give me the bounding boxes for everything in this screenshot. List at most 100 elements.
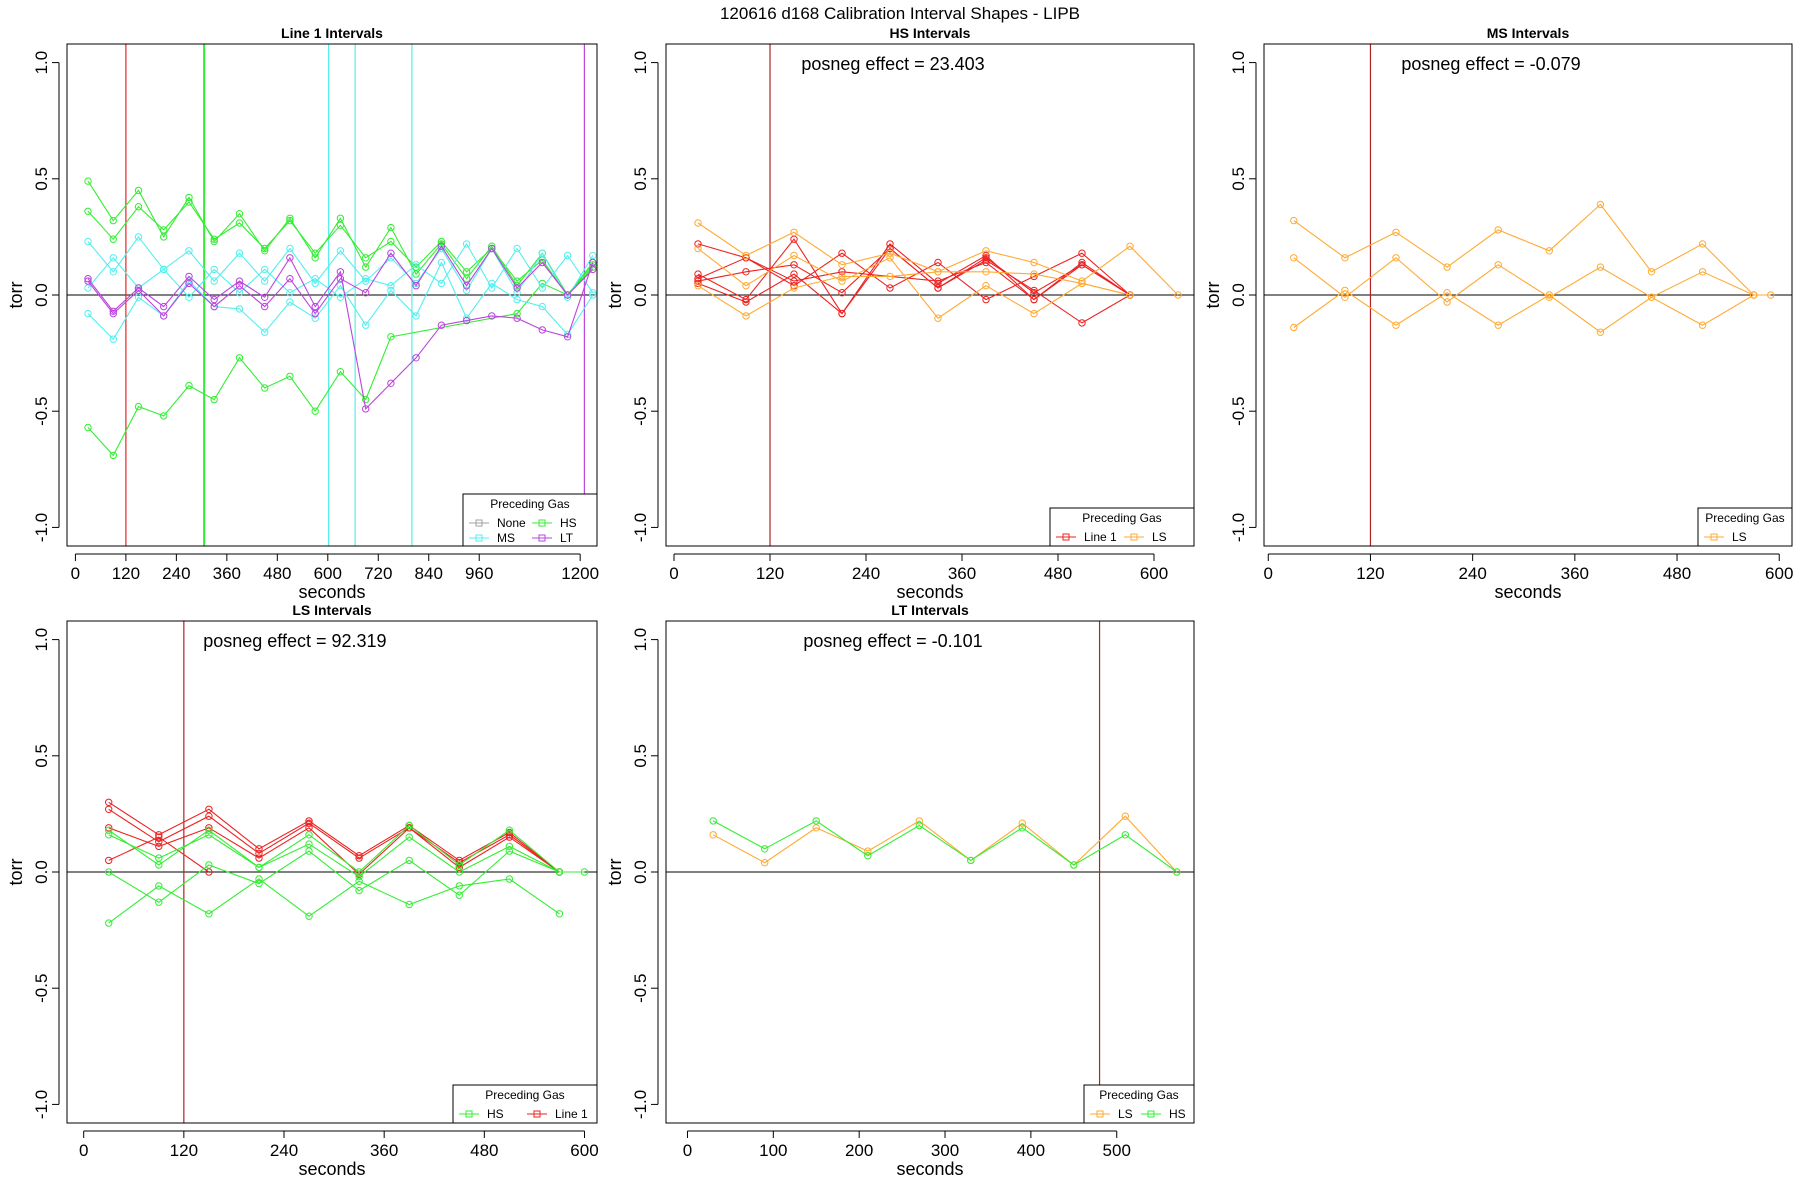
data-point	[513, 284, 521, 292]
data-point	[694, 270, 702, 278]
data-point	[462, 268, 471, 276]
data-point	[155, 831, 163, 839]
data-point	[261, 384, 269, 392]
y-tick-label: 0.5	[32, 744, 51, 768]
data-point	[1030, 309, 1038, 318]
plot-area	[67, 621, 597, 1123]
y-tick-label: 0.5	[631, 167, 650, 191]
figure-title: 120616 d168 Calibration Interval Shapes …	[720, 4, 1080, 23]
data-point	[1070, 861, 1078, 869]
data-point	[1443, 298, 1451, 306]
data-point	[160, 312, 168, 320]
x-tick-label: 600	[570, 1141, 598, 1160]
data-point	[538, 326, 546, 334]
x-tick-label: 360	[948, 564, 976, 583]
series-line-hs	[108, 824, 585, 873]
x-tick-label: 720	[364, 564, 392, 583]
data-point	[255, 854, 263, 862]
data-point	[1341, 254, 1349, 262]
series-line-ls	[1293, 203, 1755, 296]
legend-swatch-marker	[1147, 1110, 1155, 1118]
y-tick-label: 0.0	[1229, 283, 1248, 307]
panel-title: Line 1 Intervals	[281, 25, 383, 41]
data-point	[563, 251, 572, 260]
data-point	[513, 309, 521, 318]
x-tick-label: 240	[852, 564, 880, 583]
data-point	[84, 177, 92, 185]
data-point	[982, 295, 990, 304]
data-point	[311, 302, 319, 311]
data-point	[155, 838, 163, 846]
data-point	[1078, 279, 1086, 288]
data-point	[437, 242, 446, 250]
legend: Preceding Gas Line 1 LS	[1049, 507, 1195, 547]
data-point	[305, 824, 313, 832]
y-axis-label: torr	[6, 281, 26, 308]
data-point	[261, 302, 269, 311]
data-point	[1030, 258, 1038, 267]
data-point	[311, 407, 319, 415]
legend-label: None	[497, 516, 526, 530]
data-point	[838, 272, 846, 281]
legend-swatch-marker	[538, 519, 546, 527]
legend-label: LS	[1118, 1107, 1133, 1121]
data-point	[286, 289, 294, 297]
data-point	[455, 861, 463, 869]
data-point	[286, 216, 294, 225]
data-point	[790, 277, 798, 285]
data-point	[387, 333, 395, 341]
series-line-hs	[712, 820, 1178, 873]
y-tick-label: -1.0	[631, 513, 650, 542]
legend: Preceding Gas HS Line 1	[452, 1084, 598, 1124]
data-point	[934, 268, 942, 276]
data-point	[261, 265, 269, 274]
data-point	[1126, 291, 1134, 299]
series-line-line-1	[108, 801, 560, 873]
data-point	[336, 268, 345, 276]
data-point	[109, 335, 118, 343]
data-point	[160, 233, 168, 241]
legend-label: HS	[560, 516, 577, 530]
data-point	[982, 268, 990, 276]
data-point	[355, 886, 363, 895]
data-point	[694, 279, 702, 288]
data-point	[462, 275, 471, 283]
data-point	[513, 314, 521, 322]
x-tick-label: 1200	[561, 564, 599, 583]
data-point	[455, 882, 463, 890]
data-point	[412, 261, 420, 269]
data-point	[555, 910, 564, 918]
y-tick-label: -1.0	[32, 513, 51, 542]
panel-1: Line 1 Intervals 0 120 240 360 480 600 720 840 96…	[6, 25, 599, 602]
x-tick-label: 360	[370, 1141, 398, 1160]
data-point	[134, 233, 143, 241]
x-axis: 0 120 240 360 480 600 720 840 960 1200 seconds	[71, 553, 599, 602]
data-point	[412, 270, 420, 278]
data-point	[105, 856, 113, 865]
data-point	[185, 193, 193, 202]
data-point	[864, 852, 872, 860]
plot-frame	[665, 620, 1195, 1124]
data-point	[362, 263, 370, 271]
data-point	[261, 244, 269, 253]
data-point	[235, 305, 244, 313]
data-point	[305, 912, 313, 920]
legend: Preceding Gas LS	[1697, 507, 1793, 547]
data-point	[563, 330, 572, 339]
legend-label: Line 1	[555, 1107, 588, 1121]
x-tick-label: 120	[170, 1141, 198, 1160]
plot-area	[666, 44, 1194, 546]
data-point	[538, 302, 546, 311]
data-point	[437, 237, 446, 246]
data-point	[134, 203, 143, 211]
data-point	[513, 289, 521, 297]
series-line-line-1	[108, 836, 210, 873]
data-point	[886, 249, 894, 257]
data-point	[838, 289, 846, 297]
data-point	[1030, 295, 1038, 304]
x-tick-label: 0	[1264, 564, 1273, 583]
data-point	[505, 842, 514, 851]
x-tick-label: 400	[1017, 1141, 1045, 1160]
data-point	[205, 868, 213, 876]
